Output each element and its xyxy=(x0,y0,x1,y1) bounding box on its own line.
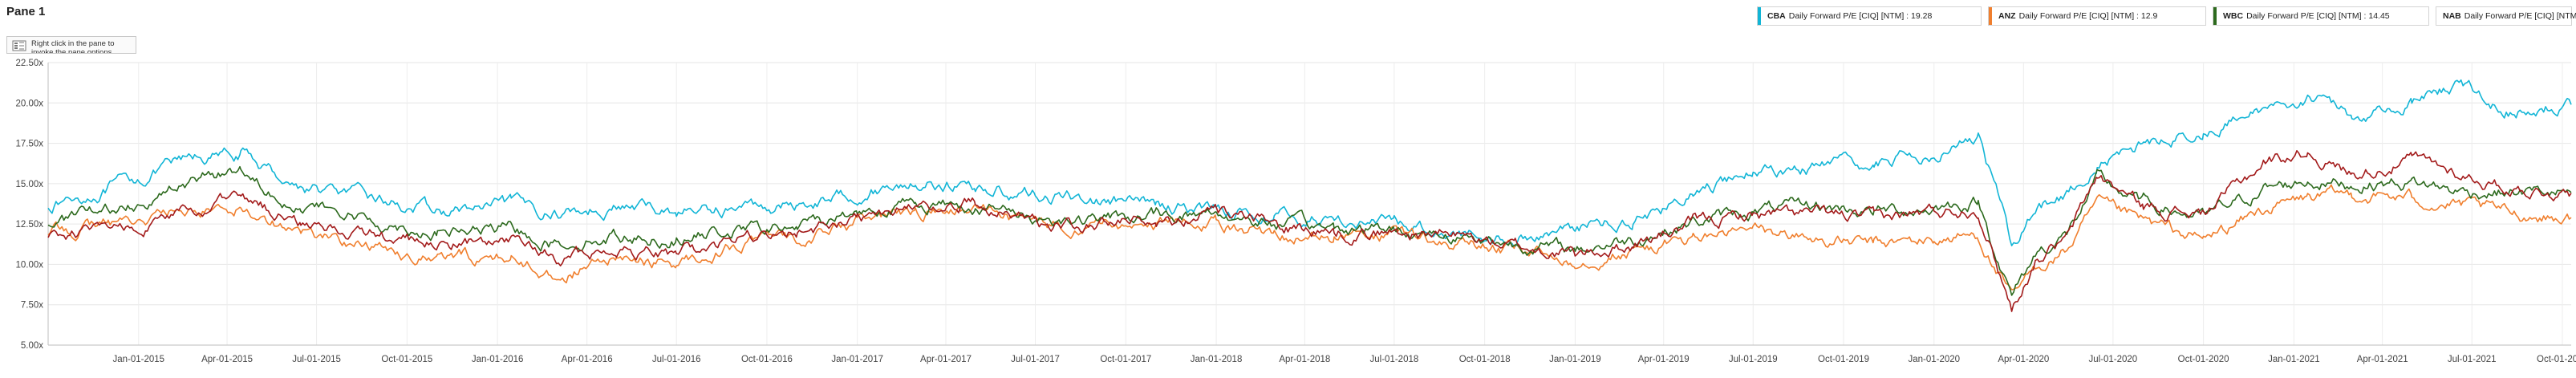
x-tick-label: Oct-01-2020 xyxy=(2178,355,2229,364)
legend-item-anz[interactable]: ANZ Daily Forward P/E [CIQ] [NTM] : 12.9 xyxy=(1988,6,2206,26)
x-tick-label: Jan-01-2017 xyxy=(831,355,883,364)
legend-label: Daily Forward P/E [CIQ] [NTM] : 14.41 xyxy=(2464,11,2576,21)
legend-ticker: CBA xyxy=(1767,11,1786,21)
x-tick-label: Jan-01-2020 xyxy=(1908,355,1960,364)
x-tick-label: Jul-01-2018 xyxy=(1370,355,1419,364)
legend-swatch-cba xyxy=(1758,7,1761,25)
x-tick-label: Apr-01-2018 xyxy=(1279,355,1330,364)
pane-title: Pane 1 xyxy=(6,5,46,18)
x-tick-label: Jul-01-2017 xyxy=(1011,355,1060,364)
x-tick-label: Oct-01-2019 xyxy=(1818,355,1869,364)
y-tick-label: 22.50x xyxy=(15,59,43,68)
legend-item-cba[interactable]: CBA Daily Forward P/E [CIQ] [NTM] : 19.2… xyxy=(1757,6,1982,26)
x-tick-label: Oct-01-2021 xyxy=(2537,355,2576,364)
legend-swatch-anz xyxy=(1989,7,1992,25)
x-tick-label: Apr-01-2017 xyxy=(920,355,972,364)
y-tick-label: 10.00x xyxy=(15,260,43,270)
legend-ticker: NAB xyxy=(2443,11,2461,21)
x-tick-label: Jan-01-2016 xyxy=(472,355,524,364)
y-tick-label: 17.50x xyxy=(15,140,43,149)
x-tick-label: Jan-01-2019 xyxy=(1549,355,1601,364)
y-tick-label: 7.50x xyxy=(21,301,43,311)
legend-item-nab[interactable]: NAB Daily Forward P/E [CIQ] [NTM] : 14.4… xyxy=(2436,6,2576,26)
series-line-anz[interactable] xyxy=(47,184,2572,291)
x-tick-label: Apr-01-2020 xyxy=(1998,355,2049,364)
x-tick-label: Jul-01-2016 xyxy=(652,355,701,364)
x-tick-label: Oct-01-2016 xyxy=(741,355,793,364)
y-tick-label: 5.00x xyxy=(21,341,43,351)
x-tick-label: Jul-01-2015 xyxy=(292,355,341,364)
series-line-cba[interactable] xyxy=(47,79,2572,248)
x-tick-label: Oct-01-2015 xyxy=(381,355,432,364)
x-tick-label: Jul-01-2021 xyxy=(2448,355,2497,364)
pane-options-hint-text: Right click in the pane to invoke the pa… xyxy=(31,39,115,54)
y-tick-label: 15.00x xyxy=(15,180,43,189)
x-tick-label: Apr-01-2015 xyxy=(201,355,253,364)
x-tick-label: Jul-01-2019 xyxy=(1729,355,1778,364)
pane-options-icon xyxy=(12,40,26,51)
legend-label: Daily Forward P/E [CIQ] [NTM] : 14.45 xyxy=(2246,11,2390,21)
x-tick-label: Apr-01-2021 xyxy=(2357,355,2408,364)
x-tick-label: Apr-01-2019 xyxy=(1638,355,1690,364)
x-tick-label: Jan-01-2015 xyxy=(112,355,164,364)
y-tick-label: 20.00x xyxy=(15,99,43,108)
legend-ticker: WBC xyxy=(2223,11,2244,21)
x-tick-label: Oct-01-2017 xyxy=(1100,355,1151,364)
y-tick-label: 12.50x xyxy=(15,220,43,230)
x-tick-label: Apr-01-2016 xyxy=(562,355,613,364)
series-line-wbc[interactable] xyxy=(47,165,2572,296)
x-tick-label: Oct-01-2018 xyxy=(1459,355,1511,364)
pane-options-hint[interactable]: Right click in the pane to invoke the pa… xyxy=(6,36,136,54)
legend-label: Daily Forward P/E [CIQ] [NTM] : 12.9 xyxy=(2018,11,2158,21)
legend-swatch-wbc xyxy=(2213,7,2217,25)
x-tick-label: Jan-01-2018 xyxy=(1191,355,1243,364)
x-tick-label: Jan-01-2021 xyxy=(2268,355,2320,364)
legend-label: Daily Forward P/E [CIQ] [NTM] : 19.28 xyxy=(1788,11,1933,21)
legend-ticker: ANZ xyxy=(1998,11,2016,21)
legend-item-wbc[interactable]: WBC Daily Forward P/E [CIQ] [NTM] : 14.4… xyxy=(2213,6,2429,26)
series-line-nab[interactable] xyxy=(47,150,2572,312)
x-tick-label: Jul-01-2020 xyxy=(2088,355,2137,364)
